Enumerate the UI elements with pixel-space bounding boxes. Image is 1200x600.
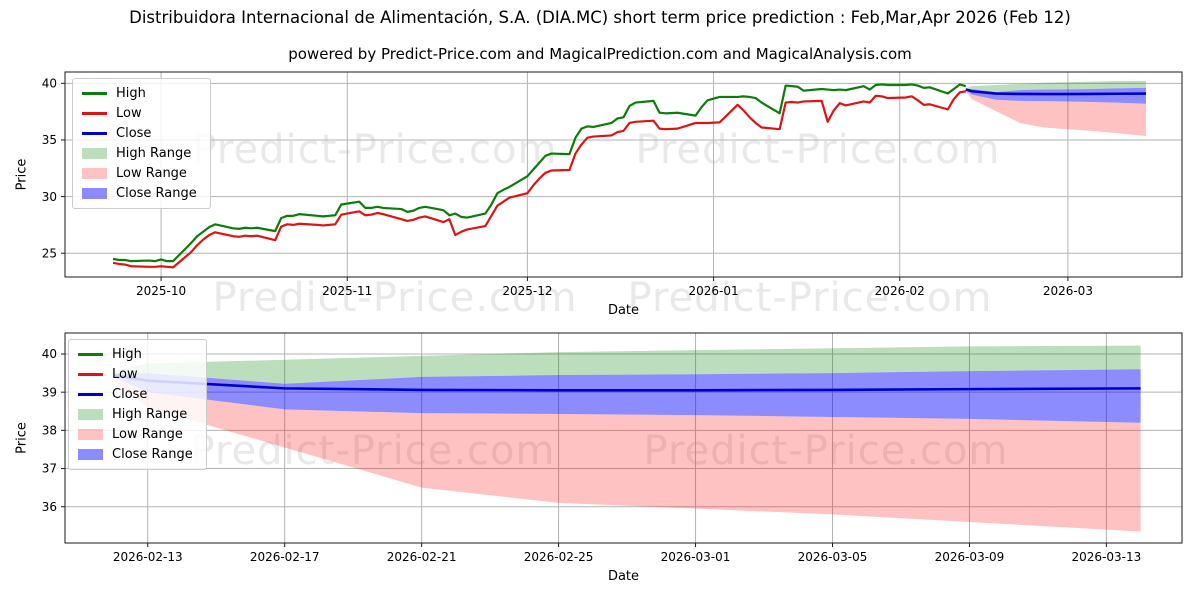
legend-label-close: Close — [116, 126, 152, 141]
x-tick-label: 2026-02-17 — [250, 550, 320, 564]
tick-labels: 2025-10 2025-11 2025-12 2026-01 2026-02 2026-… — [42, 77, 1093, 298]
legend-swatch-low — [82, 112, 107, 115]
low-range-band — [965, 90, 1146, 136]
x-tick-label: 2026-02-25 — [524, 550, 594, 564]
legend-label-high-range: High Range — [116, 146, 192, 161]
legend-item-high-range: High Range — [78, 407, 193, 422]
legend-swatch-high-range — [78, 409, 103, 420]
y-tick-label: 38 — [42, 424, 57, 438]
x-tick-label: 2026-03-09 — [935, 550, 1005, 564]
y-tick-label: 37 — [42, 462, 57, 476]
close-range-band — [965, 87, 1146, 104]
tick-marks — [61, 82, 1069, 281]
gridlines — [65, 333, 1182, 543]
legend-swatch-close-range — [78, 449, 103, 460]
legend-item-low-range: Low Range — [78, 427, 193, 442]
watermark: Predict-Price.com — [644, 428, 1009, 474]
watermark: Predict-Price.com — [212, 275, 578, 321]
legend-swatch-close-range — [82, 188, 107, 199]
close-range-band — [113, 369, 1141, 423]
chart-title: Distribuidora Internacional de Alimentac… — [129, 8, 1071, 27]
legend-item-low-range: Low Range — [82, 166, 197, 181]
legend-item-close-range: Close Range — [78, 447, 193, 462]
y-tick-label: 36 — [42, 500, 57, 514]
tick-labels: 2026-02-13 2026-02-17 2026-02-21 2026-02-25… — [42, 347, 1142, 564]
legend-item-high: High — [82, 86, 197, 101]
watermark: Predict-Price.com — [192, 127, 558, 173]
y-axis-label: Price — [15, 159, 30, 191]
legend-item-low: Low — [78, 367, 193, 382]
close-line — [965, 88, 1146, 96]
legend-swatch-low-range — [82, 168, 107, 179]
legend-label-close-range: Close Range — [116, 186, 197, 201]
y-axis-label: Price — [15, 422, 30, 454]
watermark: Predict-Price.com — [191, 428, 556, 474]
legend-label-close-range: Close Range — [112, 447, 193, 462]
x-tick-label: 2026-03-13 — [1072, 550, 1142, 564]
legend-item-high-range: High Range — [82, 146, 197, 161]
x-tick-label: 2026-02-13 — [113, 550, 183, 564]
x-tick-label: 2025-10 — [136, 284, 186, 298]
legend-label-low: Low — [116, 106, 142, 121]
x-tick-label: 2026-03-01 — [661, 550, 731, 564]
legend-swatch-high — [82, 92, 107, 95]
chart-subtitle: powered by Predict-Price.com and Magical… — [288, 45, 912, 63]
low-line — [112, 90, 967, 269]
legend-label-low-range: Low Range — [112, 427, 183, 442]
axes-frame — [64, 332, 1183, 544]
axes-frame — [64, 71, 1183, 278]
legend-swatch-close — [82, 132, 107, 135]
legend-label-high: High — [112, 347, 142, 362]
legend-item-low: Low — [82, 106, 197, 121]
legend-swatch-low — [78, 373, 103, 376]
x-tick-label: 2026-02-21 — [387, 550, 457, 564]
x-axis-label: Date — [608, 303, 639, 318]
legend-item-close: Close — [78, 387, 193, 402]
legend-top-chart: High Low Close High Range Low Range Close Ran… — [72, 78, 211, 209]
x-tick-label: 2026-03 — [1043, 284, 1093, 298]
legend-label-low-range: Low Range — [116, 166, 187, 181]
legend-bottom-chart: High Low Close High Range Low Range Close Ran… — [68, 339, 207, 470]
y-tick-label: 35 — [42, 133, 57, 147]
tick-marks — [61, 353, 1107, 547]
legend-swatch-low-range — [78, 429, 103, 440]
legend-swatch-high-range — [82, 148, 107, 159]
y-tick-label: 30 — [42, 190, 57, 204]
legend-item-close-range: Close Range — [82, 186, 197, 201]
x-axis-label: Date — [608, 569, 639, 584]
legend-label-high: High — [116, 86, 146, 101]
legend-label-low: Low — [112, 367, 138, 382]
x-tick-label: 2026-02 — [875, 284, 925, 298]
watermark: Predict-Price.com — [627, 275, 993, 321]
legend-label-high-range: High Range — [112, 407, 188, 422]
high-range-band — [965, 80, 1146, 93]
y-tick-label: 25 — [42, 246, 57, 260]
low-range-band — [113, 376, 1141, 532]
x-tick-label: 2025-12 — [502, 284, 552, 298]
x-tick-label: 2025-11 — [322, 284, 372, 298]
legend-swatch-close — [78, 393, 103, 396]
legend-item-high: High — [78, 347, 193, 362]
y-tick-label: 40 — [42, 347, 57, 361]
legend-swatch-high — [78, 353, 103, 356]
high-line — [112, 83, 967, 263]
y-tick-label: 40 — [42, 77, 57, 91]
watermark: Predict-Price.com — [635, 127, 1001, 173]
high-range-band — [113, 345, 1141, 384]
legend-label-close: Close — [112, 387, 148, 402]
x-tick-label: 2026-01 — [689, 284, 739, 298]
y-tick-label: 39 — [42, 385, 57, 399]
legend-item-close: Close — [82, 126, 197, 141]
x-tick-label: 2026-03-05 — [798, 550, 868, 564]
